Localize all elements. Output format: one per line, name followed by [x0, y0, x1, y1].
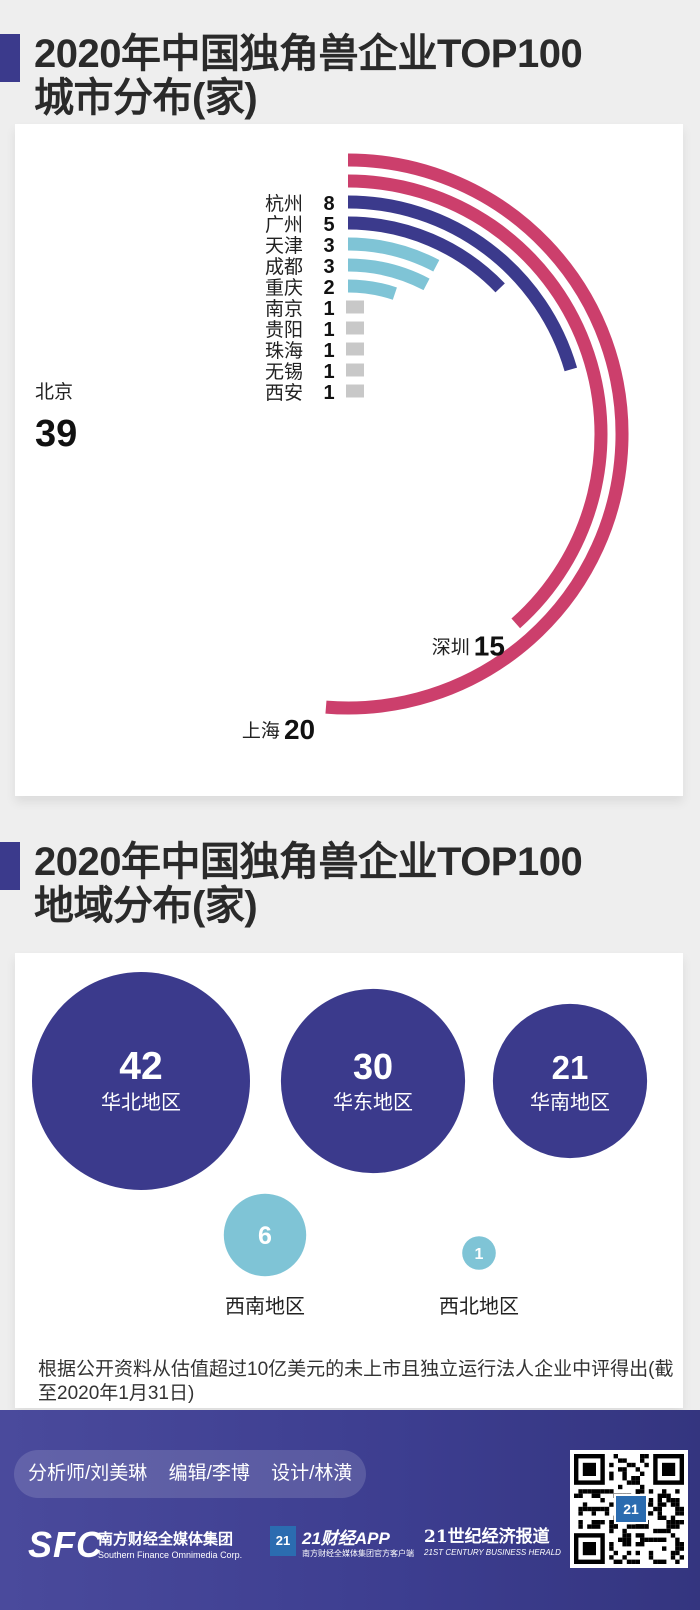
label-天津: 天津: [265, 235, 303, 257]
title-accent-bar: [0, 842, 20, 890]
bubble-value-西北地区: 1: [475, 1246, 484, 1263]
arc-天津: [347, 237, 440, 272]
bubble-西南地区: [223, 1193, 307, 1277]
label-深圳: 深圳: [432, 636, 470, 658]
value-深圳: 15: [474, 630, 505, 661]
herald-name-cn: 21世纪经济报道: [424, 1527, 550, 1547]
label-广州: 广州: [265, 214, 303, 236]
value-无锡: 1: [323, 361, 334, 383]
label-北京: 北京: [35, 381, 73, 403]
bubble-label-华北地区: 华北地区: [101, 1091, 181, 1114]
arc-西安: [346, 384, 364, 398]
label-成都: 成都: [265, 256, 303, 278]
value-天津: 3: [323, 235, 334, 257]
arc-上海: [325, 153, 629, 715]
region-bubble-chart: 42 华北地区 30 华东地区 21 华南地区 6 西南地区 1 西北地区: [32, 972, 648, 1318]
title-line-1: 2020年中国独角兽企业TOP100: [34, 840, 583, 884]
bubble-label-西南地区: 西南地区: [225, 1295, 305, 1318]
app-subtitle: 南方财经全媒体集团官方客户端: [302, 1549, 414, 1558]
sfc-logo: SFC: [28, 1524, 103, 1565]
footer: 分析师/刘美琳 编辑/李博 设计/林潢 SFC 南方财经全媒体集团 Southe…: [0, 1410, 700, 1610]
sfc-name-en: Southern Finance Omnimedia Corp.: [98, 1550, 243, 1560]
bubble-value-西南地区: 6: [258, 1222, 272, 1250]
label-杭州: 杭州: [265, 193, 303, 215]
source-note: 根据公开资料从估值超过10亿美元的未上市且独立运行法人企业中评得出(截至2020…: [38, 1359, 674, 1404]
value-南京: 1: [323, 298, 334, 320]
app-name: 21财经APP: [302, 1529, 390, 1548]
label-西安: 西安: [265, 382, 303, 404]
herald-name-en: 21ST CENTURY BUSINESS HERALD: [424, 1548, 561, 1557]
credit-analyst: 分析师/刘美琳: [28, 1463, 148, 1484]
value-上海: 20: [284, 714, 315, 745]
value-珠海: 1: [323, 340, 334, 362]
logo-strip: SFC 南方财经全媒体集团 Southern Finance Omnimedia…: [0, 1518, 561, 1598]
value-西安: 1: [323, 382, 334, 404]
bubble-华北地区: [32, 972, 250, 1190]
label-重庆: 重庆: [265, 277, 303, 299]
bubble-label-华南地区: 华南地区: [530, 1091, 610, 1114]
qr-code-icon: [574, 1454, 684, 1564]
value-贵阳: 1: [323, 319, 334, 341]
bubble-value-华东地区: 30: [353, 1046, 393, 1087]
region-chart-panel: 42 华北地区 30 华东地区 21 华南地区 6 西南地区 1 西北地区: [15, 953, 683, 1408]
sfc-name-cn: 南方财经全媒体集团: [98, 1531, 234, 1548]
label-无锡: 无锡: [265, 361, 303, 383]
city-chart-panel: 北京 39 上海 20 深圳 15 杭州 8 广州 5 天津 3 成都 3 重庆 2 南京 1 贵阳 1 珠海 1 无锡 1 西…: [15, 124, 683, 796]
value-北京: 39: [35, 413, 77, 455]
arc-杭州: [347, 195, 578, 372]
title-accent-bar: [0, 34, 20, 82]
label-上海: 上海: [242, 720, 280, 742]
arc-成都: [347, 258, 430, 291]
arc-贵阳: [346, 321, 364, 335]
label-南京: 南京: [265, 298, 303, 320]
arc-珠海: [346, 342, 364, 356]
label-贵阳: 贵阳: [265, 319, 303, 341]
credit-designer: 设计/林潢: [271, 1463, 353, 1484]
bubble-华南地区: [492, 1003, 648, 1159]
bubble-华东地区: [280, 988, 466, 1174]
bubble-西北地区: [462, 1236, 496, 1270]
label-珠海: 珠海: [265, 340, 303, 362]
arc-无锡: [346, 363, 364, 377]
arc-南京: [346, 300, 364, 314]
value-重庆: 2: [323, 277, 334, 299]
credit-editor: 编辑/李博: [168, 1463, 250, 1484]
value-广州: 5: [323, 214, 334, 236]
bubble-value-华南地区: 21: [552, 1049, 589, 1086]
title-line-2: 地域分布(家): [34, 884, 258, 928]
arc-深圳: [347, 174, 608, 629]
bubble-label-西北地区: 西北地区: [439, 1295, 519, 1318]
app-badge-icon: 21: [270, 1526, 296, 1556]
bubble-label-华东地区: 华东地区: [333, 1091, 413, 1114]
credits-pill: 分析师/刘美琳 编辑/李博 设计/林潢: [14, 1450, 367, 1498]
value-成都: 3: [323, 256, 334, 278]
bubble-value-华北地区: 42: [119, 1045, 162, 1088]
arc-广州: [347, 216, 505, 293]
arc-重庆: [347, 279, 397, 300]
title-line-1: 2020年中国独角兽企业TOP100: [34, 32, 583, 76]
title-line-2: 城市分布(家): [34, 76, 258, 120]
qr-code[interactable]: 21: [570, 1450, 688, 1568]
qr-badge: 21: [614, 1494, 648, 1524]
value-杭州: 8: [323, 193, 334, 215]
